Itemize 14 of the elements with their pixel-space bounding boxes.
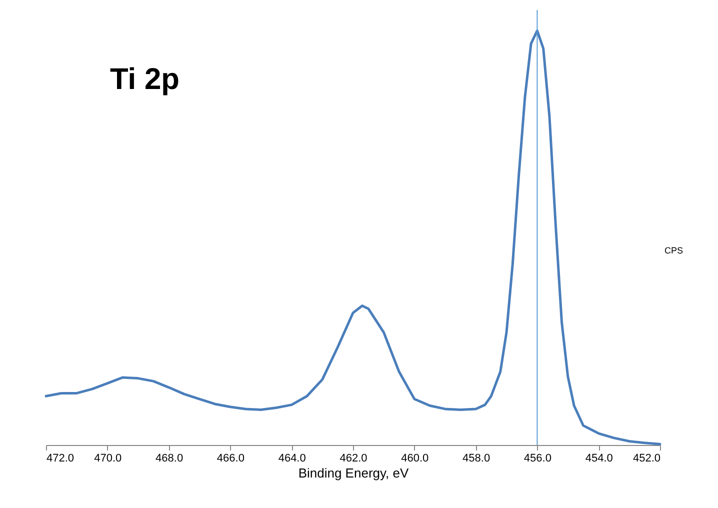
x-tick-label: 458.0 xyxy=(462,452,490,464)
x-tick-label: 460.0 xyxy=(401,452,429,464)
text: Ti 2p xyxy=(110,63,180,96)
x-axis-title: Binding Energy, eV xyxy=(298,466,409,480)
x-tick-label: 468.0 xyxy=(156,452,184,464)
x-tick-label: 464.0 xyxy=(278,452,306,464)
x-tick-label: 472.0 xyxy=(46,452,74,464)
x-tick-label: 454.0 xyxy=(585,452,613,464)
x-tick-label: 452.0 xyxy=(632,452,660,464)
x-tick-label: 466.0 xyxy=(216,452,244,464)
y-axis-title: CPS xyxy=(664,246,684,256)
x-tick-label: 456.0 xyxy=(524,452,552,464)
x-tick-label: 470.0 xyxy=(94,452,122,464)
x-tick-label: 462.0 xyxy=(340,452,368,464)
